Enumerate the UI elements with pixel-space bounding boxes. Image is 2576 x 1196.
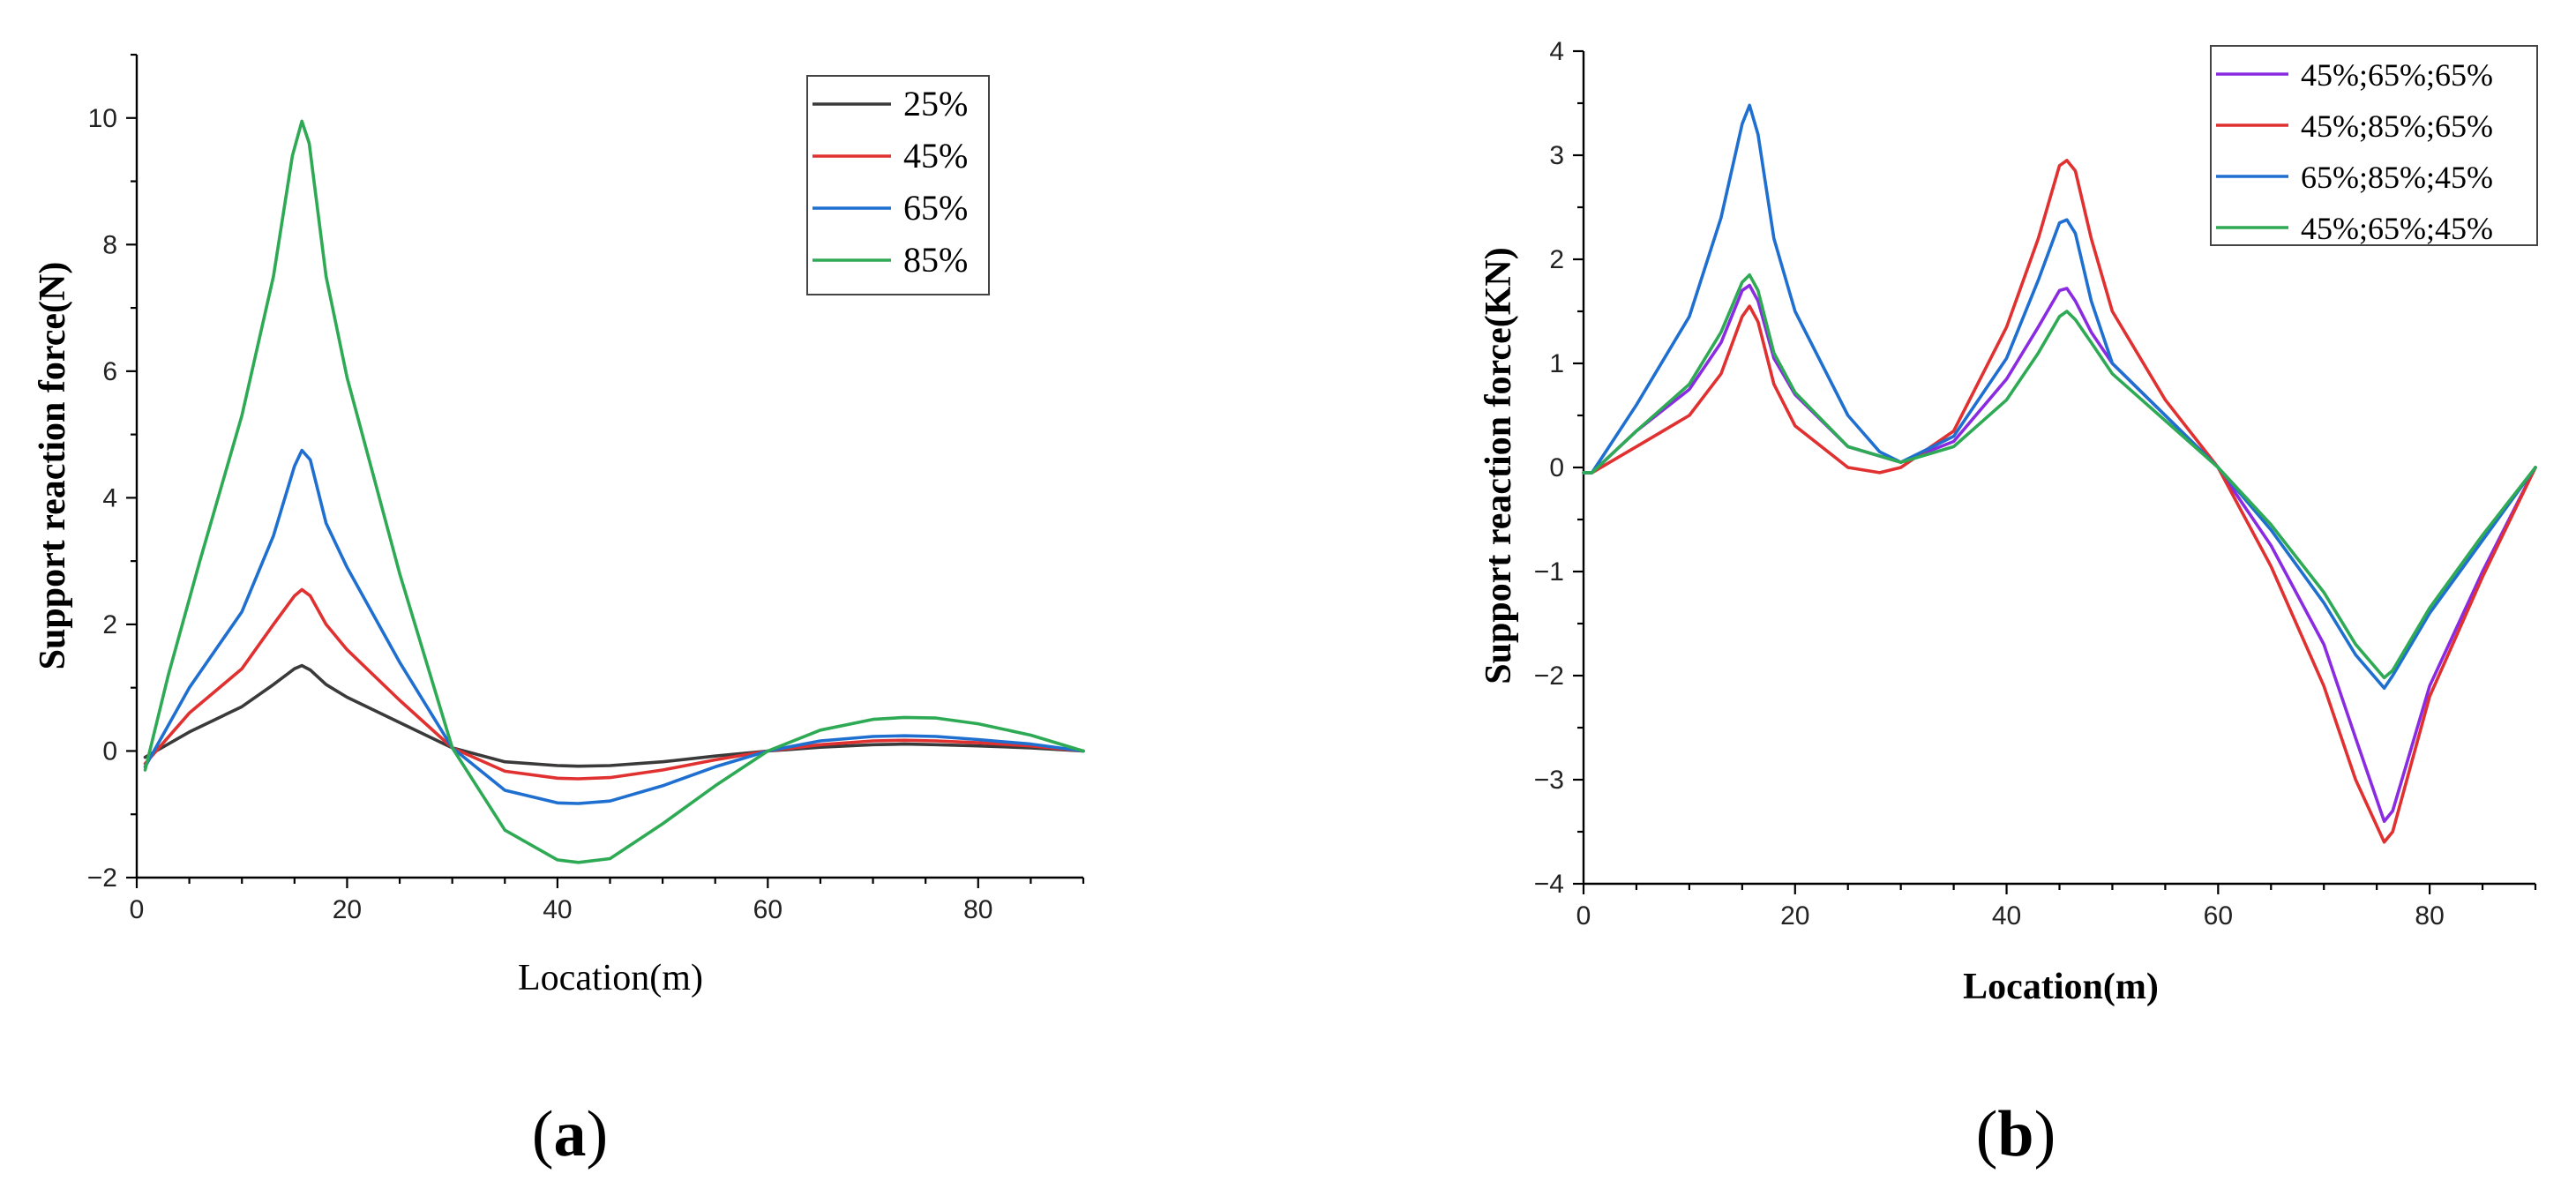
panel-a-series-line-1 bbox=[143, 663, 1085, 768]
panel-b-y-tick-label: −4 bbox=[1534, 870, 1564, 899]
panel-a-x-tick-label: 20 bbox=[333, 895, 362, 924]
panel-b-legend-label-3: 65%;85%;45% bbox=[2301, 160, 2493, 195]
panel-b-legend-label-2: 45%;85%;65% bbox=[2301, 108, 2493, 144]
panel-b-y-tick-label: 2 bbox=[1549, 245, 1564, 274]
panel-a-x-tick-label: 80 bbox=[963, 895, 992, 924]
panel-a-label: (a) bbox=[532, 1098, 608, 1170]
panel-a-y-tick-label: −2 bbox=[87, 863, 117, 893]
panel-b-x-tick-label: 80 bbox=[2415, 901, 2444, 931]
panel-b-y-tick-label: 4 bbox=[1549, 37, 1564, 66]
panel-b-series-line-2 bbox=[1582, 159, 2537, 844]
panel-a-legend-label-1: 25% bbox=[903, 84, 968, 123]
panel-a-legend-label-4: 85% bbox=[903, 240, 968, 280]
panel-a-legend-box bbox=[806, 75, 990, 295]
panel-a-series-line-2 bbox=[143, 587, 1085, 781]
panel-b-legend-label-1: 45%;65%;65% bbox=[2301, 57, 2493, 93]
panel-a-legend-label-2: 45% bbox=[903, 136, 968, 176]
panel-b-x-tick-label: 60 bbox=[2204, 901, 2233, 931]
panel-b-y-tick-label: −1 bbox=[1534, 557, 1564, 587]
panel-b-chart: 0 20 40 60 80 −4 −3 −2 −1 0 1 2 3 4 45%;65%;65% 45%;85%… bbox=[1479, 37, 2538, 1170]
panel-a-y-tick-label: 2 bbox=[102, 610, 117, 639]
panel-b-label: (b) bbox=[1976, 1098, 2056, 1170]
panel-a-series-line-4 bbox=[143, 119, 1085, 864]
panel-a-y-tick-label: 0 bbox=[102, 736, 117, 766]
panel-a-y-tick-label: 6 bbox=[102, 357, 117, 386]
panel-b-y-tick-label: −2 bbox=[1534, 662, 1564, 691]
panel-b-series-line-4 bbox=[1582, 273, 2537, 680]
panel-a-y-axis-title: Support reaction force(N) bbox=[33, 262, 73, 670]
panel-a-y-tick-label: 4 bbox=[102, 483, 117, 512]
panel-a-series-line-3 bbox=[143, 448, 1085, 805]
panel-b-y-tick-label: −3 bbox=[1534, 766, 1564, 795]
panel-a-y-tick-label: 8 bbox=[102, 230, 117, 259]
panel-a-chart: 0 20 40 60 80 −2 0 2 4 6 8 10 25% 45% 65% 85% Location(m… bbox=[33, 53, 1085, 1170]
panel-b-series-line-1 bbox=[1582, 283, 2537, 824]
panel-b-y-tick-label: 0 bbox=[1549, 453, 1564, 482]
panel-a-x-tick-label: 40 bbox=[543, 895, 572, 924]
panel-b-legend-label-4: 45%;65%;45% bbox=[2301, 211, 2493, 246]
panel-a-x-axis-title: Location(m) bbox=[518, 958, 703, 998]
panel-b-x-tick-label: 20 bbox=[1780, 901, 1809, 931]
panel-b-x-tick-label: 40 bbox=[1992, 901, 2021, 931]
panel-a-x-tick-label: 60 bbox=[753, 895, 783, 924]
panel-a-x-tick-label: 0 bbox=[130, 895, 145, 924]
panel-b-y-tick-label: 3 bbox=[1549, 141, 1564, 170]
panel-b-legend-box bbox=[2210, 45, 2538, 246]
panel-b-y-axis-title: Support reaction force(KN) bbox=[1479, 247, 1519, 684]
panel-b-series-line-3 bbox=[1582, 103, 2537, 691]
panel-a-legend-label-3: 65% bbox=[903, 188, 968, 228]
panel-a-y-tick-label: 10 bbox=[88, 104, 117, 133]
panel-b-y-tick-label: 1 bbox=[1549, 349, 1564, 378]
panel-b-x-axis-title: Location(m) bbox=[1963, 967, 2159, 1007]
panel-b-x-tick-label: 0 bbox=[1576, 901, 1591, 931]
